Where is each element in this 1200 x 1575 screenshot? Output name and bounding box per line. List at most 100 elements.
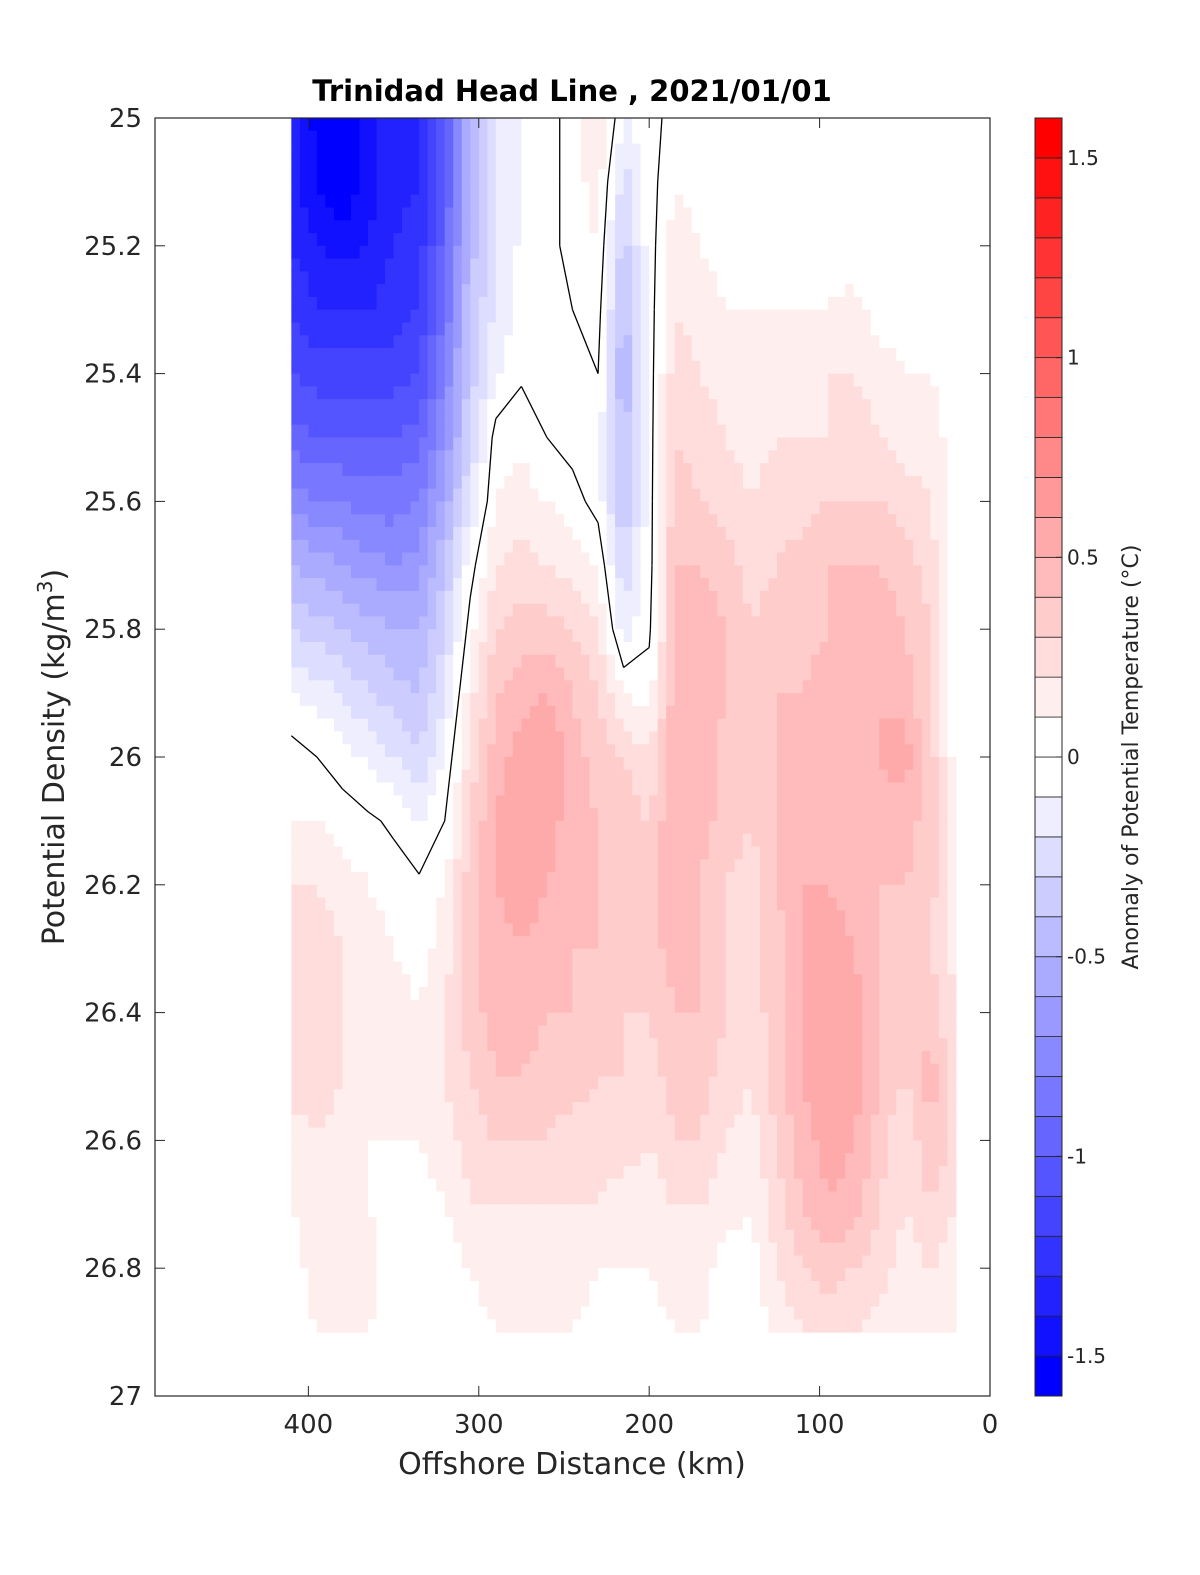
- contour-cell: [717, 207, 727, 221]
- contour-cell: [512, 884, 522, 899]
- contour-cell: [589, 731, 599, 745]
- contour-cell: [512, 859, 522, 873]
- contour-cell: [521, 181, 531, 196]
- contour-cell: [350, 143, 361, 157]
- contour-cell: [316, 616, 327, 630]
- contour-cell: [470, 309, 480, 324]
- contour-cell: [342, 118, 352, 132]
- contour-cell: [359, 143, 369, 157]
- contour-cell: [836, 846, 846, 860]
- contour-cell: [487, 386, 497, 400]
- contour-cell: [870, 578, 880, 592]
- contour-cell: [470, 181, 480, 196]
- contour-cell: [742, 859, 753, 873]
- contour-cell: [683, 859, 693, 873]
- contour-cell: [572, 258, 582, 272]
- contour-cell: [887, 769, 897, 784]
- contour-cell: [546, 475, 557, 490]
- contour-cell: [444, 910, 454, 924]
- contour-cell: [461, 846, 471, 860]
- contour-cell: [921, 910, 931, 924]
- contour-cell: [794, 872, 804, 886]
- contour-cell: [376, 578, 386, 592]
- contour-cell: [751, 411, 761, 426]
- contour-cell: [700, 578, 710, 592]
- contour-cell: [725, 233, 735, 247]
- contour-cell: [674, 859, 684, 873]
- contour-cell: [555, 245, 565, 260]
- contour-cell: [308, 693, 318, 707]
- contour-cell: [717, 680, 727, 694]
- contour-cell: [512, 641, 522, 656]
- contour-cell: [896, 130, 906, 145]
- contour-cell: [921, 757, 931, 771]
- contour-cell: [589, 245, 599, 260]
- contour-cell: [666, 539, 676, 554]
- contour-cell: [853, 629, 863, 643]
- contour-cell: [461, 437, 471, 451]
- contour-cell: [828, 450, 838, 464]
- contour-cell: [785, 424, 795, 439]
- contour-cell: [419, 245, 429, 260]
- contour-cell: [316, 386, 327, 400]
- contour-cell: [512, 245, 522, 260]
- contour-cell: [811, 386, 821, 400]
- contour-cell: [802, 245, 812, 260]
- contour-cell: [615, 667, 625, 681]
- contour-cell: [828, 373, 838, 387]
- contour-cell: [683, 833, 693, 848]
- contour-cell: [776, 463, 787, 477]
- contour-cell: [938, 450, 948, 464]
- contour-cell: [487, 833, 497, 848]
- contour-cell: [862, 424, 872, 439]
- contour-cell: [393, 181, 403, 196]
- contour-cell: [683, 475, 693, 490]
- contour-cell: [887, 118, 897, 132]
- contour-cell: [700, 399, 710, 413]
- contour-cell: [938, 156, 948, 170]
- contour-cell: [325, 923, 335, 937]
- contour-cell: [674, 271, 684, 285]
- contour-cell: [299, 795, 309, 809]
- contour-cell: [563, 667, 574, 681]
- contour-cell: [862, 808, 872, 822]
- contour-cell: [734, 245, 744, 260]
- contour-cell: [708, 424, 718, 439]
- contour-cell: [342, 833, 352, 848]
- contour-cell: [683, 731, 693, 745]
- contour-cell: [478, 284, 488, 298]
- contour-cell: [930, 463, 940, 477]
- contour-cell: [776, 705, 787, 720]
- contour-cell: [316, 872, 327, 886]
- contour-cell: [751, 846, 761, 860]
- contour-cell: [657, 514, 667, 528]
- contour-cell: [751, 705, 761, 720]
- contour-cell: [819, 258, 829, 272]
- contour-cell: [598, 565, 608, 579]
- contour-cell: [308, 514, 318, 528]
- contour-cell: [615, 641, 625, 656]
- contour-cell: [811, 552, 821, 566]
- contour-cell: [529, 437, 540, 451]
- contour-cell: [470, 744, 480, 758]
- contour-cell: [546, 731, 557, 745]
- contour-cell: [845, 795, 855, 809]
- contour-cell: [461, 667, 471, 681]
- contour-cell: [598, 718, 608, 733]
- contour-cell: [470, 769, 480, 784]
- contour-cell: [734, 680, 744, 694]
- contour-cell: [862, 488, 872, 502]
- contour-cell: [521, 539, 531, 554]
- contour-cell: [921, 859, 931, 873]
- contour-cell: [666, 118, 676, 132]
- contour-cell: [487, 475, 497, 490]
- contour-cell: [581, 514, 591, 528]
- contour-cell: [444, 514, 454, 528]
- contour-cell: [819, 411, 829, 426]
- contour-cell: [785, 705, 795, 720]
- contour-cell: [640, 143, 650, 157]
- contour-cell: [350, 782, 361, 796]
- contour-cell: [325, 705, 335, 720]
- contour-cell: [419, 514, 429, 528]
- contour-cell: [700, 680, 710, 694]
